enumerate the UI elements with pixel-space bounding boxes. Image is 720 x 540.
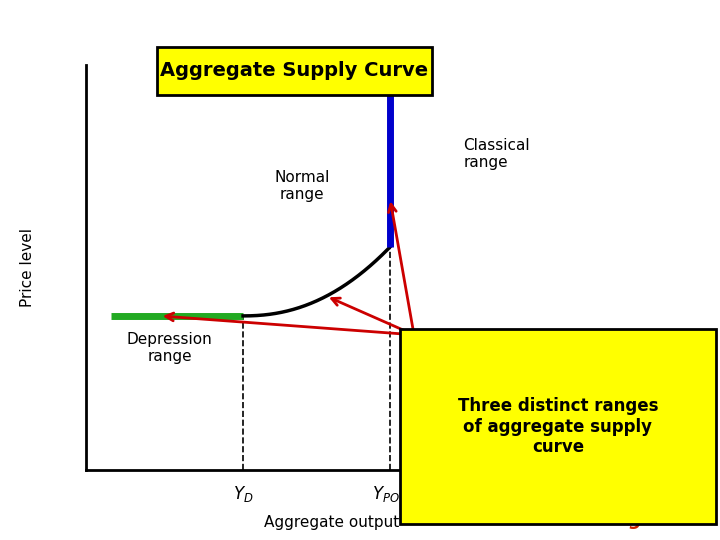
Text: $Y_{POT}$: $Y_{POT}$	[372, 484, 408, 504]
FancyBboxPatch shape	[158, 46, 431, 95]
Text: Depression
range: Depression range	[127, 332, 212, 365]
Text: Page 292: Page 292	[606, 511, 698, 529]
Text: AS: AS	[364, 55, 387, 73]
Text: Normal
range: Normal range	[274, 170, 330, 202]
Text: Classical
range: Classical range	[464, 138, 530, 170]
Text: Three distinct ranges
of aggregate supply
curve: Three distinct ranges of aggregate suppl…	[458, 397, 658, 456]
Text: Aggregate output: Aggregate output	[264, 515, 399, 530]
Text: Aggregate Supply Curve: Aggregate Supply Curve	[161, 60, 428, 79]
Text: Price level: Price level	[20, 228, 35, 307]
Text: $Y_D$: $Y_D$	[233, 484, 253, 504]
